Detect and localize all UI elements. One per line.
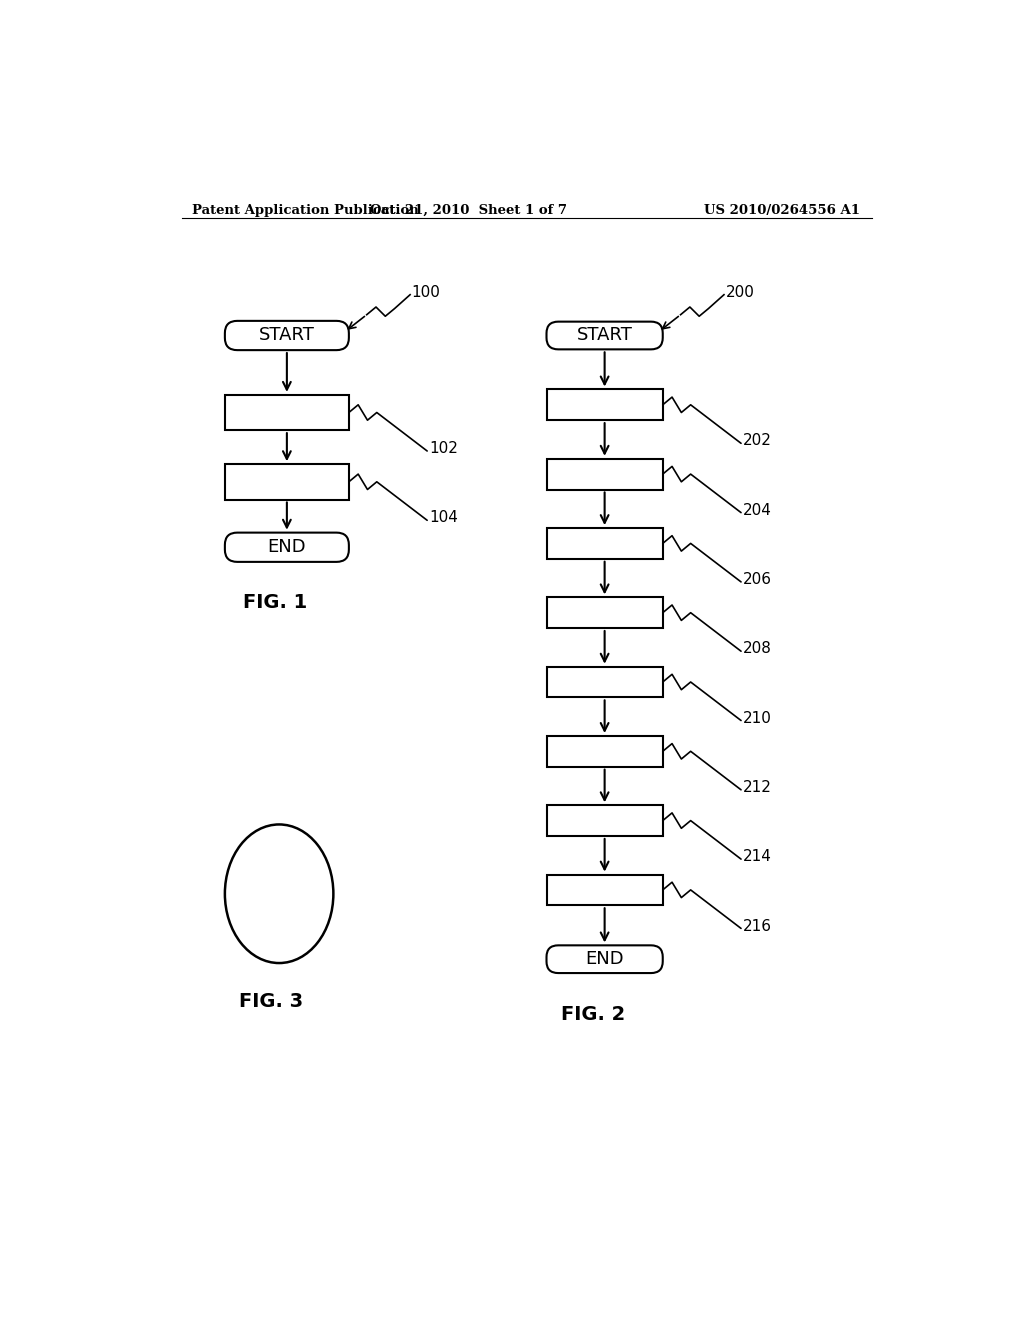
FancyBboxPatch shape [547,322,663,350]
Text: 206: 206 [743,572,772,587]
Text: FIG. 1: FIG. 1 [243,594,307,612]
Text: 208: 208 [743,642,772,656]
Text: 100: 100 [412,285,440,300]
Bar [225,465,349,499]
Text: Oct. 21, 2010  Sheet 1 of 7: Oct. 21, 2010 Sheet 1 of 7 [371,205,567,218]
Bar [547,667,663,697]
Text: US 2010/0264556 A1: US 2010/0264556 A1 [705,205,860,218]
Text: 202: 202 [743,433,772,449]
Text: 214: 214 [743,849,772,865]
Text: 204: 204 [743,503,772,517]
Text: END: END [586,950,624,968]
Ellipse shape [225,825,334,964]
Text: 104: 104 [429,511,459,525]
Text: START: START [259,326,314,345]
Bar [547,459,663,490]
Text: FIG. 2: FIG. 2 [561,1006,625,1024]
Text: FIG. 3: FIG. 3 [240,993,303,1011]
Bar [547,597,663,628]
Bar [547,874,663,906]
FancyBboxPatch shape [225,321,349,350]
Bar [547,805,663,836]
Bar [547,528,663,558]
Text: 200: 200 [726,285,755,300]
FancyBboxPatch shape [225,533,349,562]
Text: 216: 216 [743,919,772,933]
Text: 210: 210 [743,710,772,726]
Bar [547,737,663,767]
Bar [225,395,349,430]
Text: 212: 212 [743,780,772,795]
Text: 102: 102 [429,441,459,457]
FancyBboxPatch shape [547,945,663,973]
Text: Patent Application Publication: Patent Application Publication [193,205,419,218]
Bar [547,389,663,420]
Text: END: END [267,539,306,556]
Text: START: START [577,326,633,345]
